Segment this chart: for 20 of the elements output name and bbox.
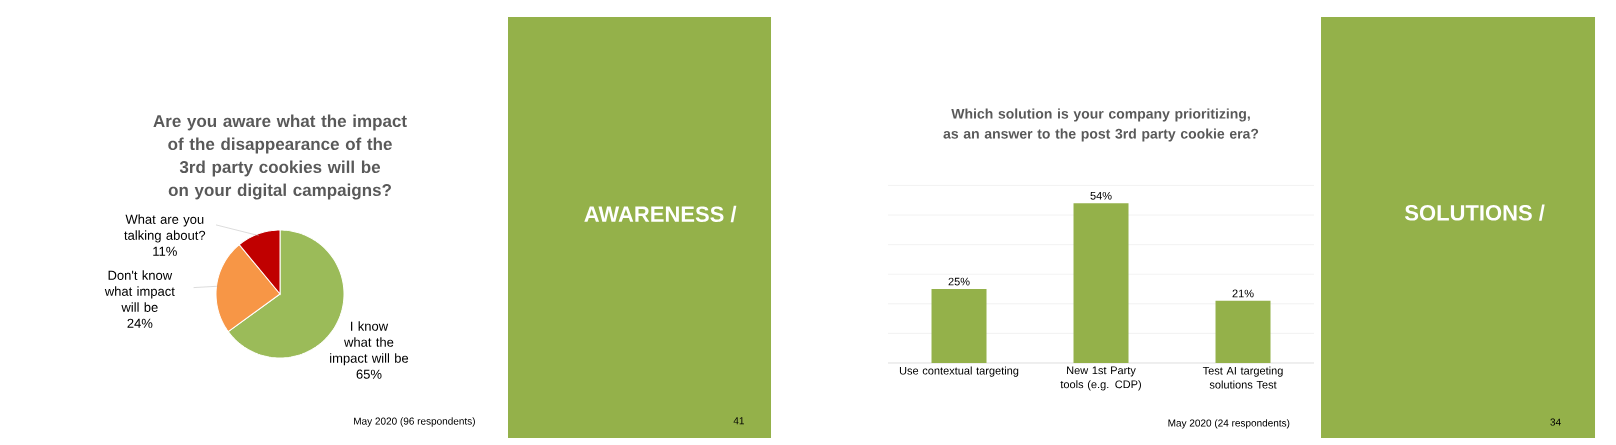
chart-title: Which solution is your company prioritizing, as an answer to the post 3rd party cookie era? [943,108,1259,142]
data-label: 54% [1090,191,1112,200]
chart-title: Are you aware what the impact of the disappearance of the 3rd party cookies will be on your digital campaigns? [153,114,407,200]
text: AWARENESS / [584,205,737,223]
data-label: 11% [153,246,177,256]
text: SOLUTIONS / [1404,204,1545,221]
text: May 2020 (96 respondents) [354,417,475,427]
x-tick-label: Use contextual targeting [899,366,1019,377]
slice-label: I know what the impact will be [330,321,409,366]
text: May 2020 (24 respondents) [1168,419,1290,429]
x-tick-label: New 1st Party tools (e.g. CDP) [1060,366,1141,391]
data-label: 24% [127,318,153,328]
text: 41 [733,417,744,425]
data-label: 65% [356,369,382,379]
slice-label: What are you talking about? [124,214,206,243]
x-tick-label: Test AI targeting solutions Test [1202,366,1283,389]
data-label: 21% [1232,289,1254,298]
text: 34 [1550,418,1561,426]
slice-label: Don't know what impact will be [104,270,175,312]
data-label: 25% [948,277,970,286]
